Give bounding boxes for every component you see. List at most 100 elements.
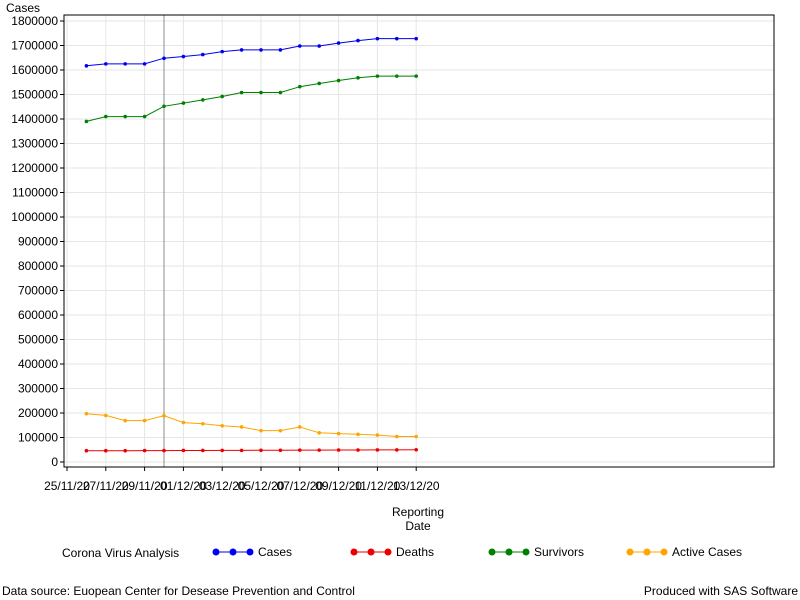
- data-point-survivors: [356, 76, 360, 80]
- series-line-cases: [86, 38, 417, 67]
- data-point-deaths: [142, 448, 147, 453]
- legend-item-cases: Cases: [212, 545, 292, 559]
- data-point-active-cases: [84, 411, 89, 416]
- data-point-active-cases: [298, 425, 302, 429]
- legend-item-survivors: Survivors: [488, 545, 584, 559]
- legend-marker: [643, 548, 651, 556]
- x-axis-label-line1: Reporting: [392, 505, 444, 519]
- data-point-active-cases: [201, 421, 205, 426]
- legend-label: Deaths: [396, 545, 434, 559]
- data-point-active-cases: [123, 418, 127, 423]
- data-point-cases: [123, 62, 127, 66]
- legend-marker: [246, 548, 254, 556]
- data-point-deaths: [414, 447, 419, 452]
- y-tick-label: 200000: [18, 406, 58, 420]
- y-tick-label: 100000: [18, 431, 58, 445]
- legend-label: Active Cases: [672, 545, 742, 559]
- data-point-survivors: [123, 114, 127, 119]
- data-point-cases: [84, 64, 89, 68]
- legend-item-active-cases: Active Cases: [626, 545, 742, 559]
- data-point-active-cases: [239, 425, 244, 429]
- series-deaths: [84, 447, 419, 453]
- x-tick-label: 11/12/20: [354, 479, 400, 493]
- data-point-survivors: [239, 90, 244, 95]
- data-point-survivors: [375, 74, 380, 78]
- y-tick-label: 1500000: [11, 88, 58, 102]
- series-survivors: [84, 74, 419, 124]
- y-tick-label: 800000: [18, 259, 58, 273]
- data-point-deaths: [201, 448, 205, 453]
- data-point-cases: [356, 38, 360, 43]
- y-tick-label: 700000: [18, 284, 58, 298]
- data-point-active-cases: [220, 423, 224, 428]
- data-point-survivors: [259, 90, 263, 95]
- y-tick-label: 1100000: [12, 186, 58, 200]
- legend-label: Cases: [258, 545, 292, 559]
- data-point-survivors: [181, 101, 186, 105]
- footer-data-source: Data source: Euopean Center for Desease …: [2, 584, 355, 598]
- data-point-active-cases: [414, 434, 419, 439]
- data-point-deaths: [356, 448, 360, 452]
- y-tick-label: 300000: [18, 382, 58, 396]
- legend-marker: [367, 548, 375, 556]
- series-cases: [84, 36, 419, 68]
- x-tick-label: 25/11/20: [44, 479, 90, 493]
- x-tick-label: 05/12/20: [238, 479, 285, 493]
- data-point-deaths: [123, 448, 127, 453]
- y-tick-label: 600000: [18, 308, 58, 322]
- data-point-deaths: [298, 448, 302, 452]
- x-tick-label: 03/12/20: [199, 479, 246, 493]
- grid: [64, 15, 774, 467]
- data-point-survivors: [84, 119, 89, 124]
- x-tick-label: 09/12/20: [315, 479, 362, 493]
- legend-title: Corona Virus Analysis: [62, 546, 179, 560]
- data-point-survivors: [142, 114, 147, 119]
- data-point-deaths: [375, 448, 380, 452]
- data-point-active-cases: [181, 420, 186, 425]
- x-axis-ticks: 25/11/2027/11/2029/11/2001/12/2003/12/20…: [44, 467, 440, 493]
- x-tick-label: 29/11/20: [122, 479, 168, 493]
- data-point-deaths: [259, 448, 263, 453]
- data-point-deaths: [181, 448, 186, 453]
- y-tick-label: 400000: [18, 357, 58, 371]
- x-tick-label: 27/11/20: [83, 479, 129, 493]
- data-point-cases: [298, 44, 302, 48]
- x-tick-label: 07/12/20: [276, 479, 323, 493]
- data-point-active-cases: [142, 418, 147, 423]
- data-point-survivors: [162, 104, 166, 109]
- y-axis-label: Cases: [6, 1, 40, 15]
- x-tick-label: 13/12/20: [393, 479, 440, 493]
- data-point-deaths: [336, 448, 341, 452]
- data-point-deaths: [104, 448, 108, 453]
- data-point-active-cases: [104, 413, 108, 418]
- legend-label: Survivors: [534, 545, 584, 559]
- y-tick-label: 1600000: [11, 63, 58, 77]
- data-point-cases: [142, 62, 147, 66]
- series-line-survivors: [86, 75, 417, 122]
- data-point-cases: [104, 62, 108, 66]
- data-point-survivors: [298, 84, 302, 89]
- data-point-cases: [162, 56, 166, 61]
- y-tick-label: 1000000: [11, 210, 58, 224]
- legend-marker: [522, 548, 530, 556]
- data-point-cases: [414, 36, 419, 41]
- legend-marker: [350, 548, 358, 556]
- series-line-deaths: [86, 449, 417, 452]
- data-point-cases: [201, 52, 205, 57]
- y-tick-label: 500000: [18, 333, 58, 347]
- y-tick-label: 0: [51, 455, 58, 469]
- data-point-deaths: [220, 448, 224, 453]
- data-point-survivors: [317, 81, 322, 86]
- legend-item-deaths: Deaths: [350, 545, 434, 559]
- legend-marker: [660, 548, 668, 556]
- data-point-cases: [239, 48, 244, 52]
- data-point-cases: [336, 41, 341, 45]
- data-point-deaths: [278, 448, 283, 453]
- legend-marker: [505, 548, 513, 556]
- x-tick-label: 01/12/20: [160, 479, 207, 493]
- data-point-active-cases: [278, 428, 283, 433]
- data-point-cases: [317, 44, 322, 48]
- data-point-cases: [278, 48, 283, 52]
- data-point-active-cases: [317, 431, 322, 435]
